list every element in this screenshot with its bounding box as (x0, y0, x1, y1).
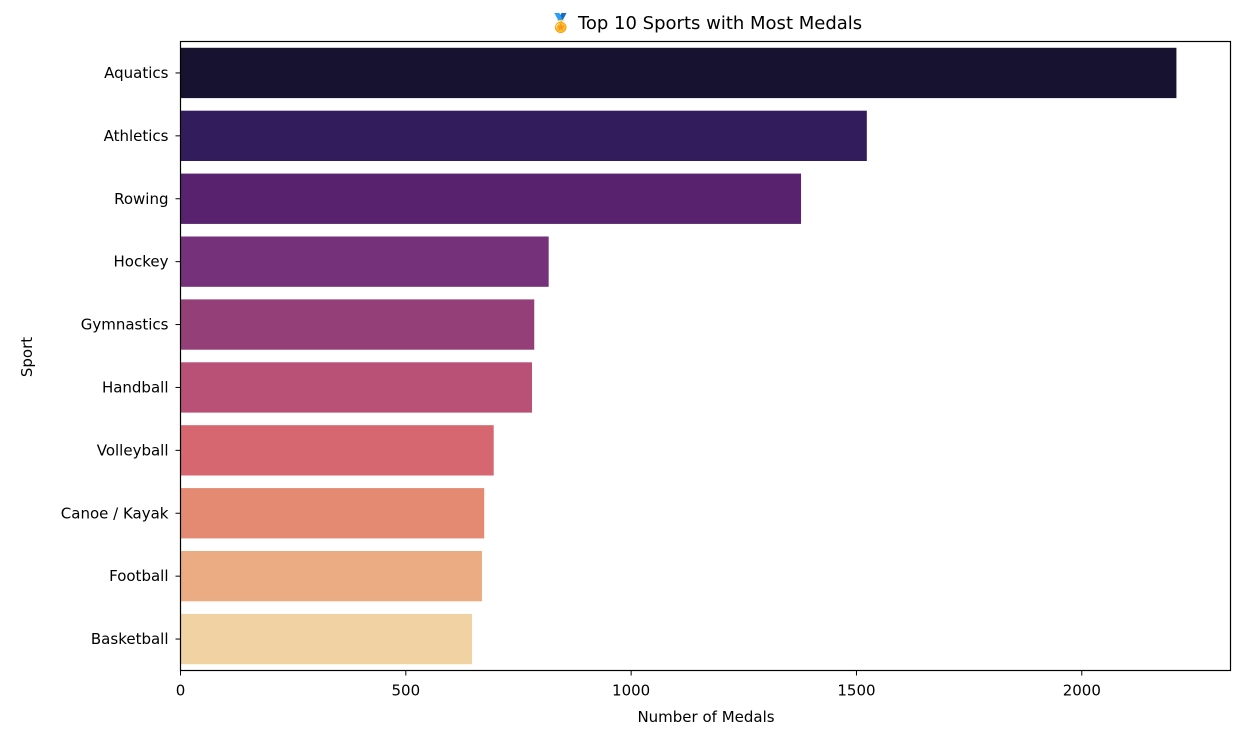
y-tick-label: Canoe / Kayak (61, 504, 169, 522)
plot-area (180, 47, 1177, 665)
axes-frame (179, 40, 1232, 672)
bar (180, 299, 535, 350)
bar (180, 362, 533, 413)
y-axis-ticks: Aquatics Athletics Rowing Hockey Gymnastics H… (61, 64, 181, 648)
bar (180, 236, 549, 287)
y-tick-label: Rowing (114, 190, 168, 208)
y-tick-label: Aquatics (104, 64, 169, 82)
bar (180, 550, 482, 602)
bar (180, 488, 485, 539)
y-tick-label: Gymnastics (81, 316, 169, 334)
x-axis-ticks: 0 500 1000 1500 2000 (176, 670, 1101, 700)
x-tick-label: 0 (176, 682, 186, 700)
y-axis-label: Sport (18, 337, 36, 377)
y-tick-label: Basketball (91, 630, 169, 648)
x-axis-label: Number of Medals (637, 708, 774, 726)
y-tick-label: Handball (102, 378, 169, 396)
bar (180, 47, 1177, 99)
y-tick-label: Hockey (114, 253, 169, 271)
bar (180, 613, 473, 665)
y-tick-label: Athletics (104, 127, 169, 145)
x-tick-label: 1000 (612, 682, 650, 700)
bar (180, 425, 494, 476)
y-tick-label: Football (109, 567, 168, 585)
x-tick-label: 1500 (837, 682, 875, 700)
bar (180, 173, 802, 224)
bar (180, 110, 867, 162)
chart-title: 🏅 Top 10 Sports with Most Medals (550, 12, 862, 34)
y-tick-label: Volleyball (97, 441, 169, 459)
x-tick-label: 500 (392, 682, 421, 700)
x-tick-label: 2000 (1063, 682, 1101, 700)
